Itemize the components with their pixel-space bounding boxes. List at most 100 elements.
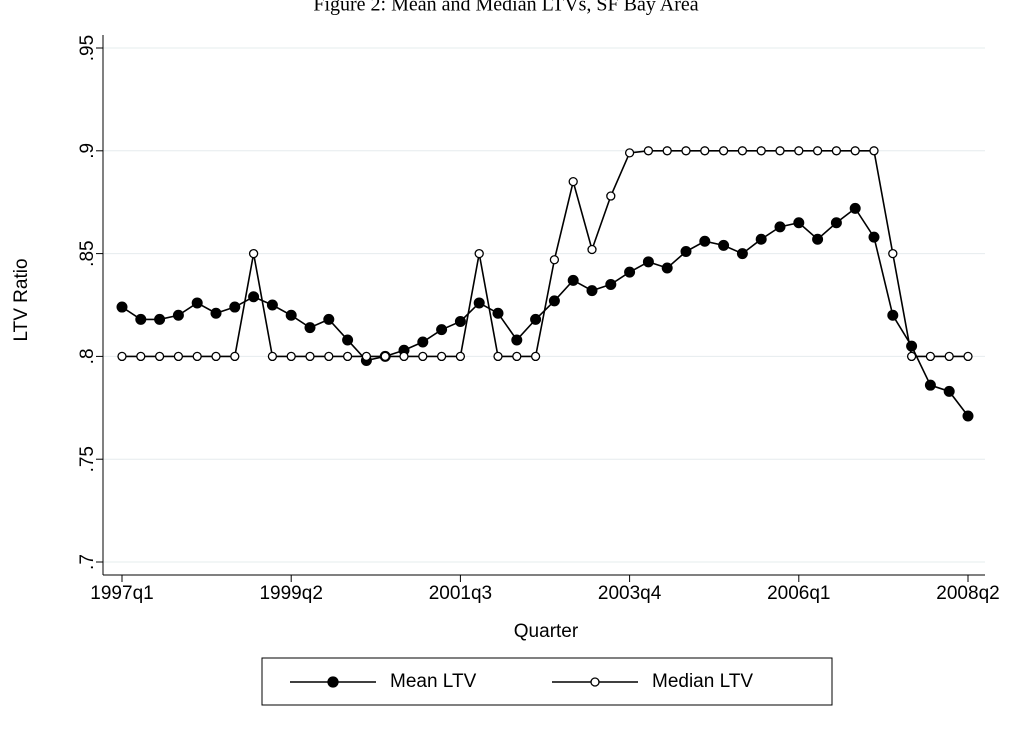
- marker: [210, 307, 222, 319]
- marker: [285, 309, 297, 321]
- x-tick-label: 1997q1: [90, 583, 153, 604]
- legend-label: Median LTV: [652, 671, 753, 692]
- marker: [436, 324, 448, 336]
- marker: [605, 278, 617, 290]
- marker: [530, 313, 542, 325]
- marker: [700, 146, 710, 156]
- marker: [830, 217, 842, 229]
- marker: [849, 202, 861, 214]
- marker: [587, 244, 597, 255]
- marker: [718, 239, 730, 251]
- marker: [455, 351, 466, 362]
- marker: [417, 336, 429, 348]
- marker: [924, 379, 936, 391]
- marker: [794, 146, 804, 156]
- marker: [361, 351, 372, 362]
- marker: [869, 146, 879, 156]
- marker: [642, 256, 654, 268]
- marker: [230, 351, 240, 362]
- marker: [511, 334, 523, 346]
- x-axis-title: Quarter: [514, 621, 579, 642]
- marker: [267, 351, 278, 362]
- marker: [887, 309, 899, 321]
- marker: [191, 297, 203, 309]
- marker: [154, 351, 165, 362]
- marker: [661, 262, 673, 274]
- marker: [117, 351, 127, 362]
- marker: [173, 351, 184, 362]
- grid: [103, 47, 985, 563]
- marker: [418, 351, 428, 362]
- marker: [888, 248, 898, 259]
- marker: [116, 301, 128, 313]
- legend-label: Mean LTV: [390, 671, 477, 692]
- marker: [567, 274, 579, 286]
- marker: [342, 334, 354, 346]
- marker: [305, 351, 315, 362]
- legend-marker: [327, 676, 339, 688]
- marker: [304, 322, 316, 334]
- x-tick-label: 2003q4: [598, 583, 662, 604]
- marker: [944, 351, 954, 362]
- y-tick-label: .75: [77, 446, 98, 472]
- marker: [154, 313, 166, 325]
- marker: [831, 146, 842, 156]
- y-tick-label: .95: [77, 35, 98, 61]
- marker: [473, 297, 485, 309]
- marker: [323, 313, 335, 325]
- marker: [454, 315, 466, 327]
- marker: [606, 191, 616, 201]
- marker: [925, 351, 936, 362]
- legend-marker: [590, 677, 600, 687]
- marker: [793, 217, 805, 229]
- marker: [568, 176, 578, 187]
- marker: [286, 351, 296, 362]
- marker: [549, 255, 560, 265]
- marker: [493, 351, 503, 362]
- marker: [643, 146, 654, 156]
- y-tick-label: .8: [77, 348, 98, 364]
- marker: [699, 235, 711, 247]
- x-tick-label: 1999q2: [259, 583, 322, 604]
- marker: [963, 351, 973, 362]
- marker: [868, 231, 880, 243]
- marker: [812, 233, 824, 245]
- marker: [492, 307, 504, 319]
- marker: [906, 340, 918, 352]
- marker: [530, 351, 541, 362]
- marker: [436, 351, 447, 362]
- marker: [324, 351, 334, 362]
- marker: [474, 248, 484, 259]
- marker: [380, 351, 390, 362]
- marker: [229, 301, 241, 313]
- marker: [775, 146, 785, 156]
- marker: [172, 309, 184, 321]
- x-tick-label: 2001q3: [429, 583, 492, 604]
- marker: [512, 351, 522, 362]
- series-line: [122, 150, 968, 358]
- marker: [962, 410, 974, 422]
- marker: [211, 351, 221, 362]
- marker: [624, 266, 636, 278]
- marker: [906, 351, 917, 362]
- marker: [624, 148, 635, 158]
- marker: [736, 248, 748, 260]
- marker: [943, 385, 955, 397]
- marker: [135, 313, 147, 325]
- marker: [192, 351, 202, 362]
- y-axis-title: LTV Ratio: [11, 258, 32, 341]
- x-tick-label: 2008q2: [936, 583, 999, 604]
- marker: [248, 291, 260, 303]
- marker: [718, 146, 729, 156]
- chart-title: Figure 2: Mean and Median LTVs, SF Bay A…: [313, 0, 698, 16]
- marker: [755, 233, 767, 245]
- marker: [680, 246, 692, 258]
- marker: [586, 285, 598, 297]
- y-tick-label: .9: [77, 143, 98, 159]
- marker: [681, 146, 691, 156]
- marker: [812, 146, 823, 156]
- marker: [850, 146, 860, 156]
- marker: [774, 221, 786, 233]
- marker: [248, 248, 259, 259]
